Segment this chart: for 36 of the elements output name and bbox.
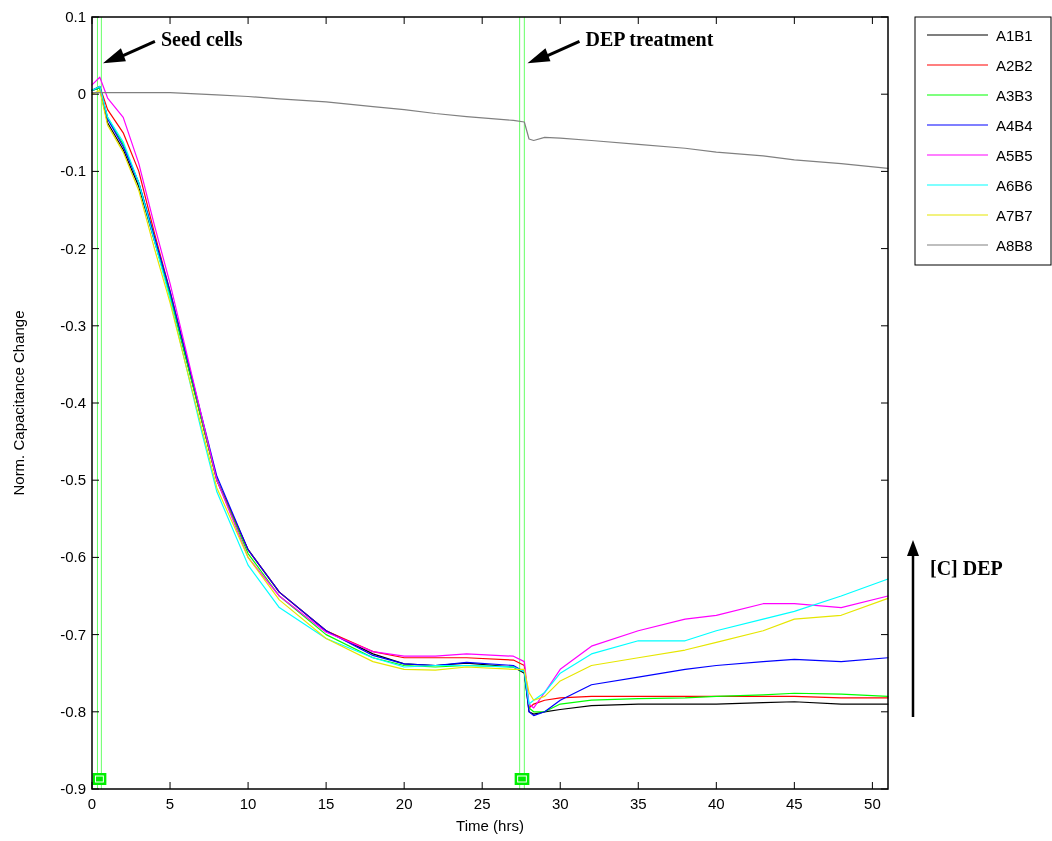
x-tick-label: 35 <box>629 795 647 812</box>
y-tick-label: -0.6 <box>60 548 86 566</box>
x-tick-label: 5 <box>165 795 175 812</box>
y-tick-label: -0.5 <box>60 471 86 489</box>
legend-label: A6B6 <box>996 177 1033 194</box>
legend-label: A8B8 <box>996 237 1033 254</box>
legend-label: A4B4 <box>996 117 1033 134</box>
legend-label: A5B5 <box>996 147 1033 164</box>
x-tick-label: 45 <box>786 795 803 812</box>
x-axis-title: Time (hrs) <box>456 817 524 834</box>
annotation: Seed cells <box>160 28 243 51</box>
x-tick-label: 50 <box>864 795 881 812</box>
y-tick-label: -0.9 <box>60 780 86 797</box>
y-tick-label: 0.1 <box>65 8 86 25</box>
y-tick-label: -0.3 <box>60 316 86 334</box>
text: [C] DEP <box>930 557 1003 579</box>
y-tick-label: 0 <box>77 85 86 103</box>
x-tick-label: 0 <box>87 795 97 812</box>
x-tick-label: 10 <box>239 795 257 812</box>
legend-label: A7B7 <box>996 207 1033 224</box>
y-tick-label: -0.1 <box>60 162 86 180</box>
line-series <box>91 92 889 169</box>
x-tick-label: 30 <box>551 795 569 812</box>
x-tick-label: 20 <box>395 795 413 812</box>
y-tick-label: -0.8 <box>60 702 86 720</box>
legend-label: A1B1 <box>996 27 1033 44</box>
y-tick-label: -0.7 <box>60 625 86 643</box>
x-tick-label: 40 <box>707 795 725 812</box>
x-tick-label: 25 <box>473 795 491 812</box>
legend-label: A3B3 <box>996 87 1033 104</box>
legend-label: A2B2 <box>996 57 1033 74</box>
y-tick-label: -0.4 <box>60 394 86 411</box>
y-tick-label: -0.2 <box>60 239 86 257</box>
annotation: DEP treatment <box>585 28 714 51</box>
x-tick-label: 15 <box>317 795 335 812</box>
y-axis-title: Norm. Capacitance Change <box>10 310 27 496</box>
